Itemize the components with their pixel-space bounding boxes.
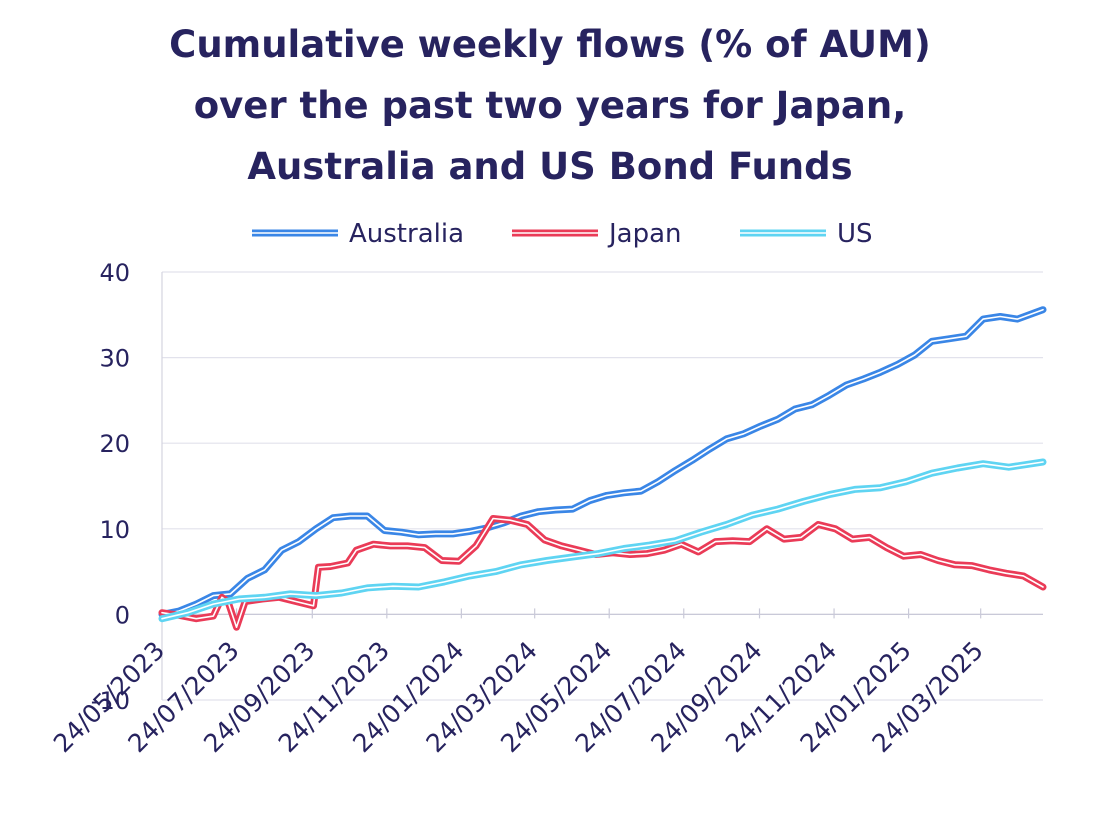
series-us (158, 458, 1047, 623)
chart-title-line-2: over the past two years for Japan, (193, 84, 907, 127)
y-tick-labels: -10 0 10 20 30 40 (91, 259, 130, 715)
series-line-inner-us (161, 461, 1044, 620)
axes (161, 272, 1043, 700)
y-tick-label: 20 (99, 430, 130, 458)
x-tick-labels: 24/05/202324/07/202324/09/202324/11/2023… (48, 636, 989, 758)
series-line-inner-australia (161, 308, 1044, 616)
legend-item-australia: Australia (252, 219, 464, 249)
series-line-australia (158, 306, 1047, 618)
series-line-japan (158, 515, 1047, 631)
legend-item-us: US (740, 219, 873, 249)
y-tick-label: 30 (99, 345, 130, 373)
legend-label-japan: Japan (607, 219, 682, 249)
chart-title: Cumulative weekly flows (% of AUM) over … (0, 14, 1100, 197)
series-australia (158, 306, 1047, 618)
y-tick-label: 10 (99, 516, 130, 544)
legend-label-us: US (837, 219, 873, 249)
legend: Australia Japan US (252, 219, 873, 249)
series-lines (158, 306, 1047, 631)
gridlines (162, 271, 1043, 701)
legend-label-australia: Australia (349, 219, 464, 249)
y-tick-label: -10 (91, 687, 130, 715)
chart-title-line-3: Australia and US Bond Funds (247, 145, 853, 188)
y-tick-label: 40 (99, 259, 130, 287)
chart-title-line-1: Cumulative weekly flows (% of AUM) (169, 23, 931, 66)
series-japan (158, 515, 1047, 631)
y-tick-label: 0 (115, 601, 130, 629)
series-line-inner-japan (161, 517, 1044, 628)
legend-item-japan: Japan (512, 219, 682, 249)
